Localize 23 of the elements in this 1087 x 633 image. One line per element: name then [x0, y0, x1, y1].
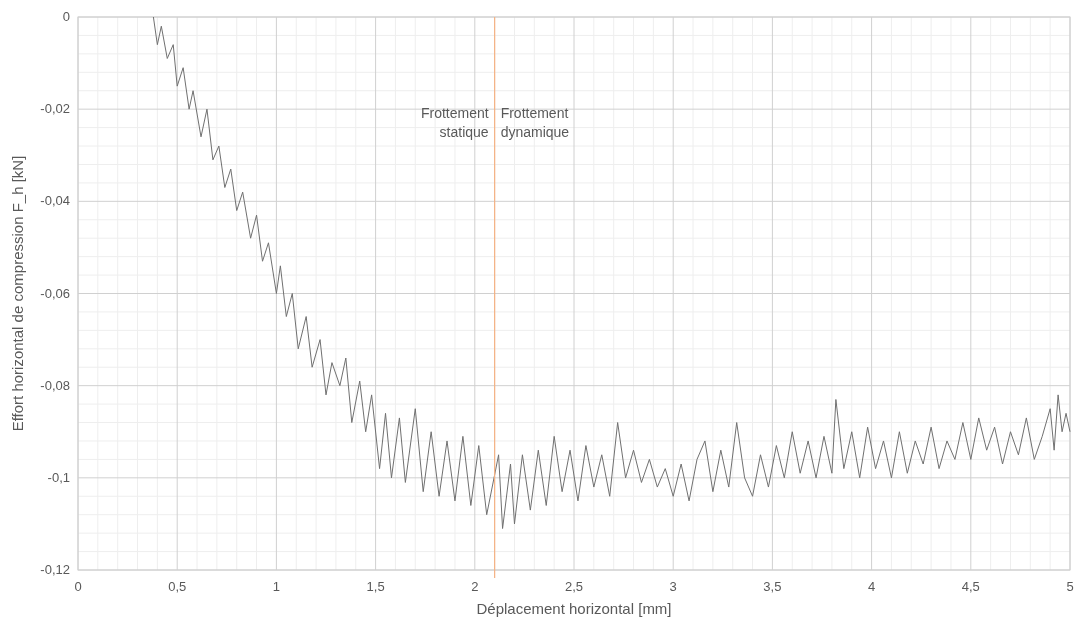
x-tick-label: 1,5	[366, 579, 385, 594]
annotation: Frottement dynamique	[500, 105, 570, 141]
line-series	[152, 16, 1071, 530]
x-tick-label: 3	[669, 579, 677, 594]
y-tick-label: -0,04	[40, 193, 70, 209]
x-tick-label: 2	[471, 579, 479, 594]
x-tick-label: 2,5	[564, 579, 584, 594]
x-tick-label: 0,5	[168, 579, 187, 594]
y-tick-label: -0,08	[40, 377, 70, 393]
y-tick-label: -0,12	[40, 562, 70, 577]
x-tick-label: 5	[1066, 579, 1074, 594]
y-tick-label: -0,1	[47, 469, 70, 485]
y-tick-label: 0	[62, 9, 70, 24]
x-tick-label: 0	[74, 579, 82, 594]
annotation: Frottement statique	[420, 105, 489, 141]
y-tick-label: -0,06	[40, 285, 70, 301]
x-tick-label: 4,5	[961, 579, 980, 594]
x-tick-label: 3,5	[763, 579, 782, 594]
y-tick-label: -0,02	[40, 101, 70, 117]
x-axis-title: Déplacement horizontal [mm]	[476, 600, 672, 617]
x-tick-label: 1	[272, 579, 281, 594]
x-tick-label: 4	[867, 579, 876, 594]
y-axis-title: Effort horizontal de compression F_h [kN]	[9, 155, 26, 432]
